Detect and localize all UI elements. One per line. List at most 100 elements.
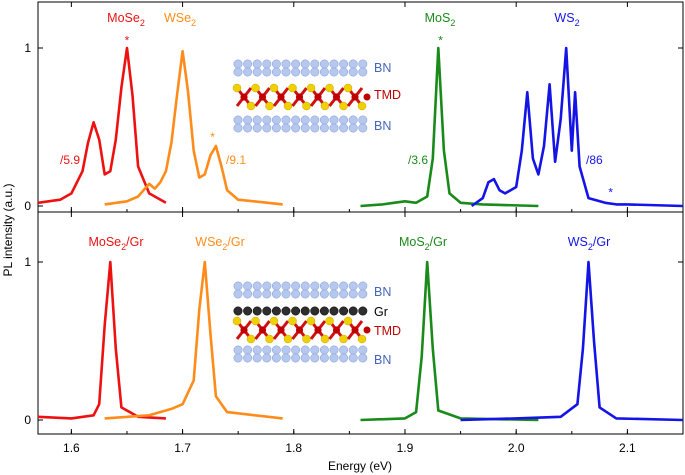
y-tick-label: 1 <box>24 41 31 55</box>
graphene-layer <box>233 306 368 316</box>
y-tick-label: 1 <box>24 255 31 269</box>
bn-atom <box>233 289 243 299</box>
metal-atom <box>363 326 371 334</box>
series-label-main: MoS <box>425 11 451 25</box>
bn-atom <box>329 59 339 69</box>
series-label-subscript: 2 <box>450 18 455 28</box>
bn-atom <box>348 281 358 291</box>
chalcogen-atom <box>283 334 293 344</box>
bn-atom <box>319 123 329 133</box>
series-line-mose2 <box>37 46 167 205</box>
series-label-tail: /Gr <box>430 235 447 249</box>
series-label-subscript: 2 <box>575 18 580 28</box>
bn-atom <box>233 281 243 291</box>
chalcogen-atom <box>302 334 311 344</box>
bn-layer <box>233 59 368 69</box>
series-line-wse2 <box>104 49 283 206</box>
series-label-subscript: 2 <box>222 242 227 252</box>
bn-atom <box>300 281 310 291</box>
series-line-mose2gr <box>37 260 166 420</box>
bn-atom <box>271 281 281 291</box>
bn-atom <box>310 353 320 363</box>
inset-layer-label: BN <box>374 285 391 299</box>
series-line-mos2gr <box>360 260 539 422</box>
series-label: MoSe2 <box>107 11 145 28</box>
bn-atom <box>262 123 272 133</box>
bn-atom <box>233 59 243 69</box>
bn-atom <box>271 353 281 363</box>
metal-atom <box>332 326 341 334</box>
chalcogen-atom <box>357 334 367 344</box>
bn-atom <box>252 123 262 133</box>
bn-atom <box>271 67 281 77</box>
bn-atom <box>300 115 310 125</box>
bn-atom <box>281 353 291 363</box>
bottom-panel-frame <box>37 211 684 435</box>
bn-atom <box>319 59 329 69</box>
x-tick-label: 1.8 <box>285 441 302 455</box>
bn-atom <box>348 67 358 77</box>
bn-atom <box>291 115 301 125</box>
chalcogen-atom <box>265 101 274 111</box>
peak-star-marker: * <box>125 34 130 48</box>
chalcogen-atom <box>246 101 256 111</box>
bn-atom <box>233 353 243 363</box>
peak-star-marker: * <box>210 130 215 144</box>
bn-atom <box>310 123 320 133</box>
bn-atom <box>300 345 310 355</box>
bn-atom <box>271 59 281 69</box>
bn-atom <box>358 345 368 355</box>
bn-atom <box>300 353 310 363</box>
bn-atom <box>319 67 329 77</box>
bn-atom <box>310 281 320 291</box>
chalcogen-atom <box>251 83 260 93</box>
carbon-atom <box>310 306 320 316</box>
bn-atom <box>262 345 272 355</box>
bn-atom <box>243 115 253 125</box>
bn-atom <box>252 281 262 291</box>
bn-atom <box>348 353 358 363</box>
bn-atom <box>291 59 301 69</box>
metal-atom <box>295 326 304 334</box>
chalcogen-atom <box>325 83 334 93</box>
inset-layer-label: TMD <box>374 88 401 102</box>
bn-atom <box>358 59 368 69</box>
metal-atom <box>314 326 322 334</box>
chalcogen-atom <box>320 334 330 344</box>
carbon-atom <box>271 306 281 316</box>
series-line-ws2 <box>470 46 684 208</box>
x-tick-label: 2.1 <box>619 441 636 455</box>
bn-layer <box>233 289 368 299</box>
carbon-atom <box>233 306 243 316</box>
scale-factor-label: /9.1 <box>226 153 246 167</box>
chalcogen-atom <box>339 334 348 344</box>
bn-atom <box>329 345 339 355</box>
chalcogen-atom <box>306 83 316 93</box>
bn-atom <box>300 67 310 77</box>
chalcogen-atom <box>269 316 279 326</box>
bn-atom <box>348 123 358 133</box>
carbon-atom <box>329 306 339 316</box>
bn-atom <box>310 115 320 125</box>
series-label: MoS2 <box>425 11 456 28</box>
bn-atom <box>358 67 368 77</box>
bn-atom <box>281 345 291 355</box>
chalcogen-atom <box>288 83 297 93</box>
inset-layer-label: BN <box>374 353 391 367</box>
inset-layer-label: BN <box>374 119 391 133</box>
bn-atom <box>262 281 272 291</box>
tmd-layer <box>232 316 371 344</box>
series-label-main: MoS <box>399 235 425 249</box>
x-tick-label: 1.6 <box>63 441 80 455</box>
bn-atom <box>358 353 368 363</box>
metal-atom <box>351 93 359 101</box>
bn-atom <box>271 345 281 355</box>
bn-atom <box>291 353 301 363</box>
bn-atom <box>329 353 339 363</box>
series-label: WS2 <box>554 11 579 28</box>
bn-atom <box>271 123 281 133</box>
metal-atom <box>363 93 371 101</box>
heterostructure-inset-bottom: BN Gr TMD BN <box>232 281 401 367</box>
heterostructure-inset-top: BN TMD BN <box>232 59 401 133</box>
bn-atom <box>262 289 272 299</box>
